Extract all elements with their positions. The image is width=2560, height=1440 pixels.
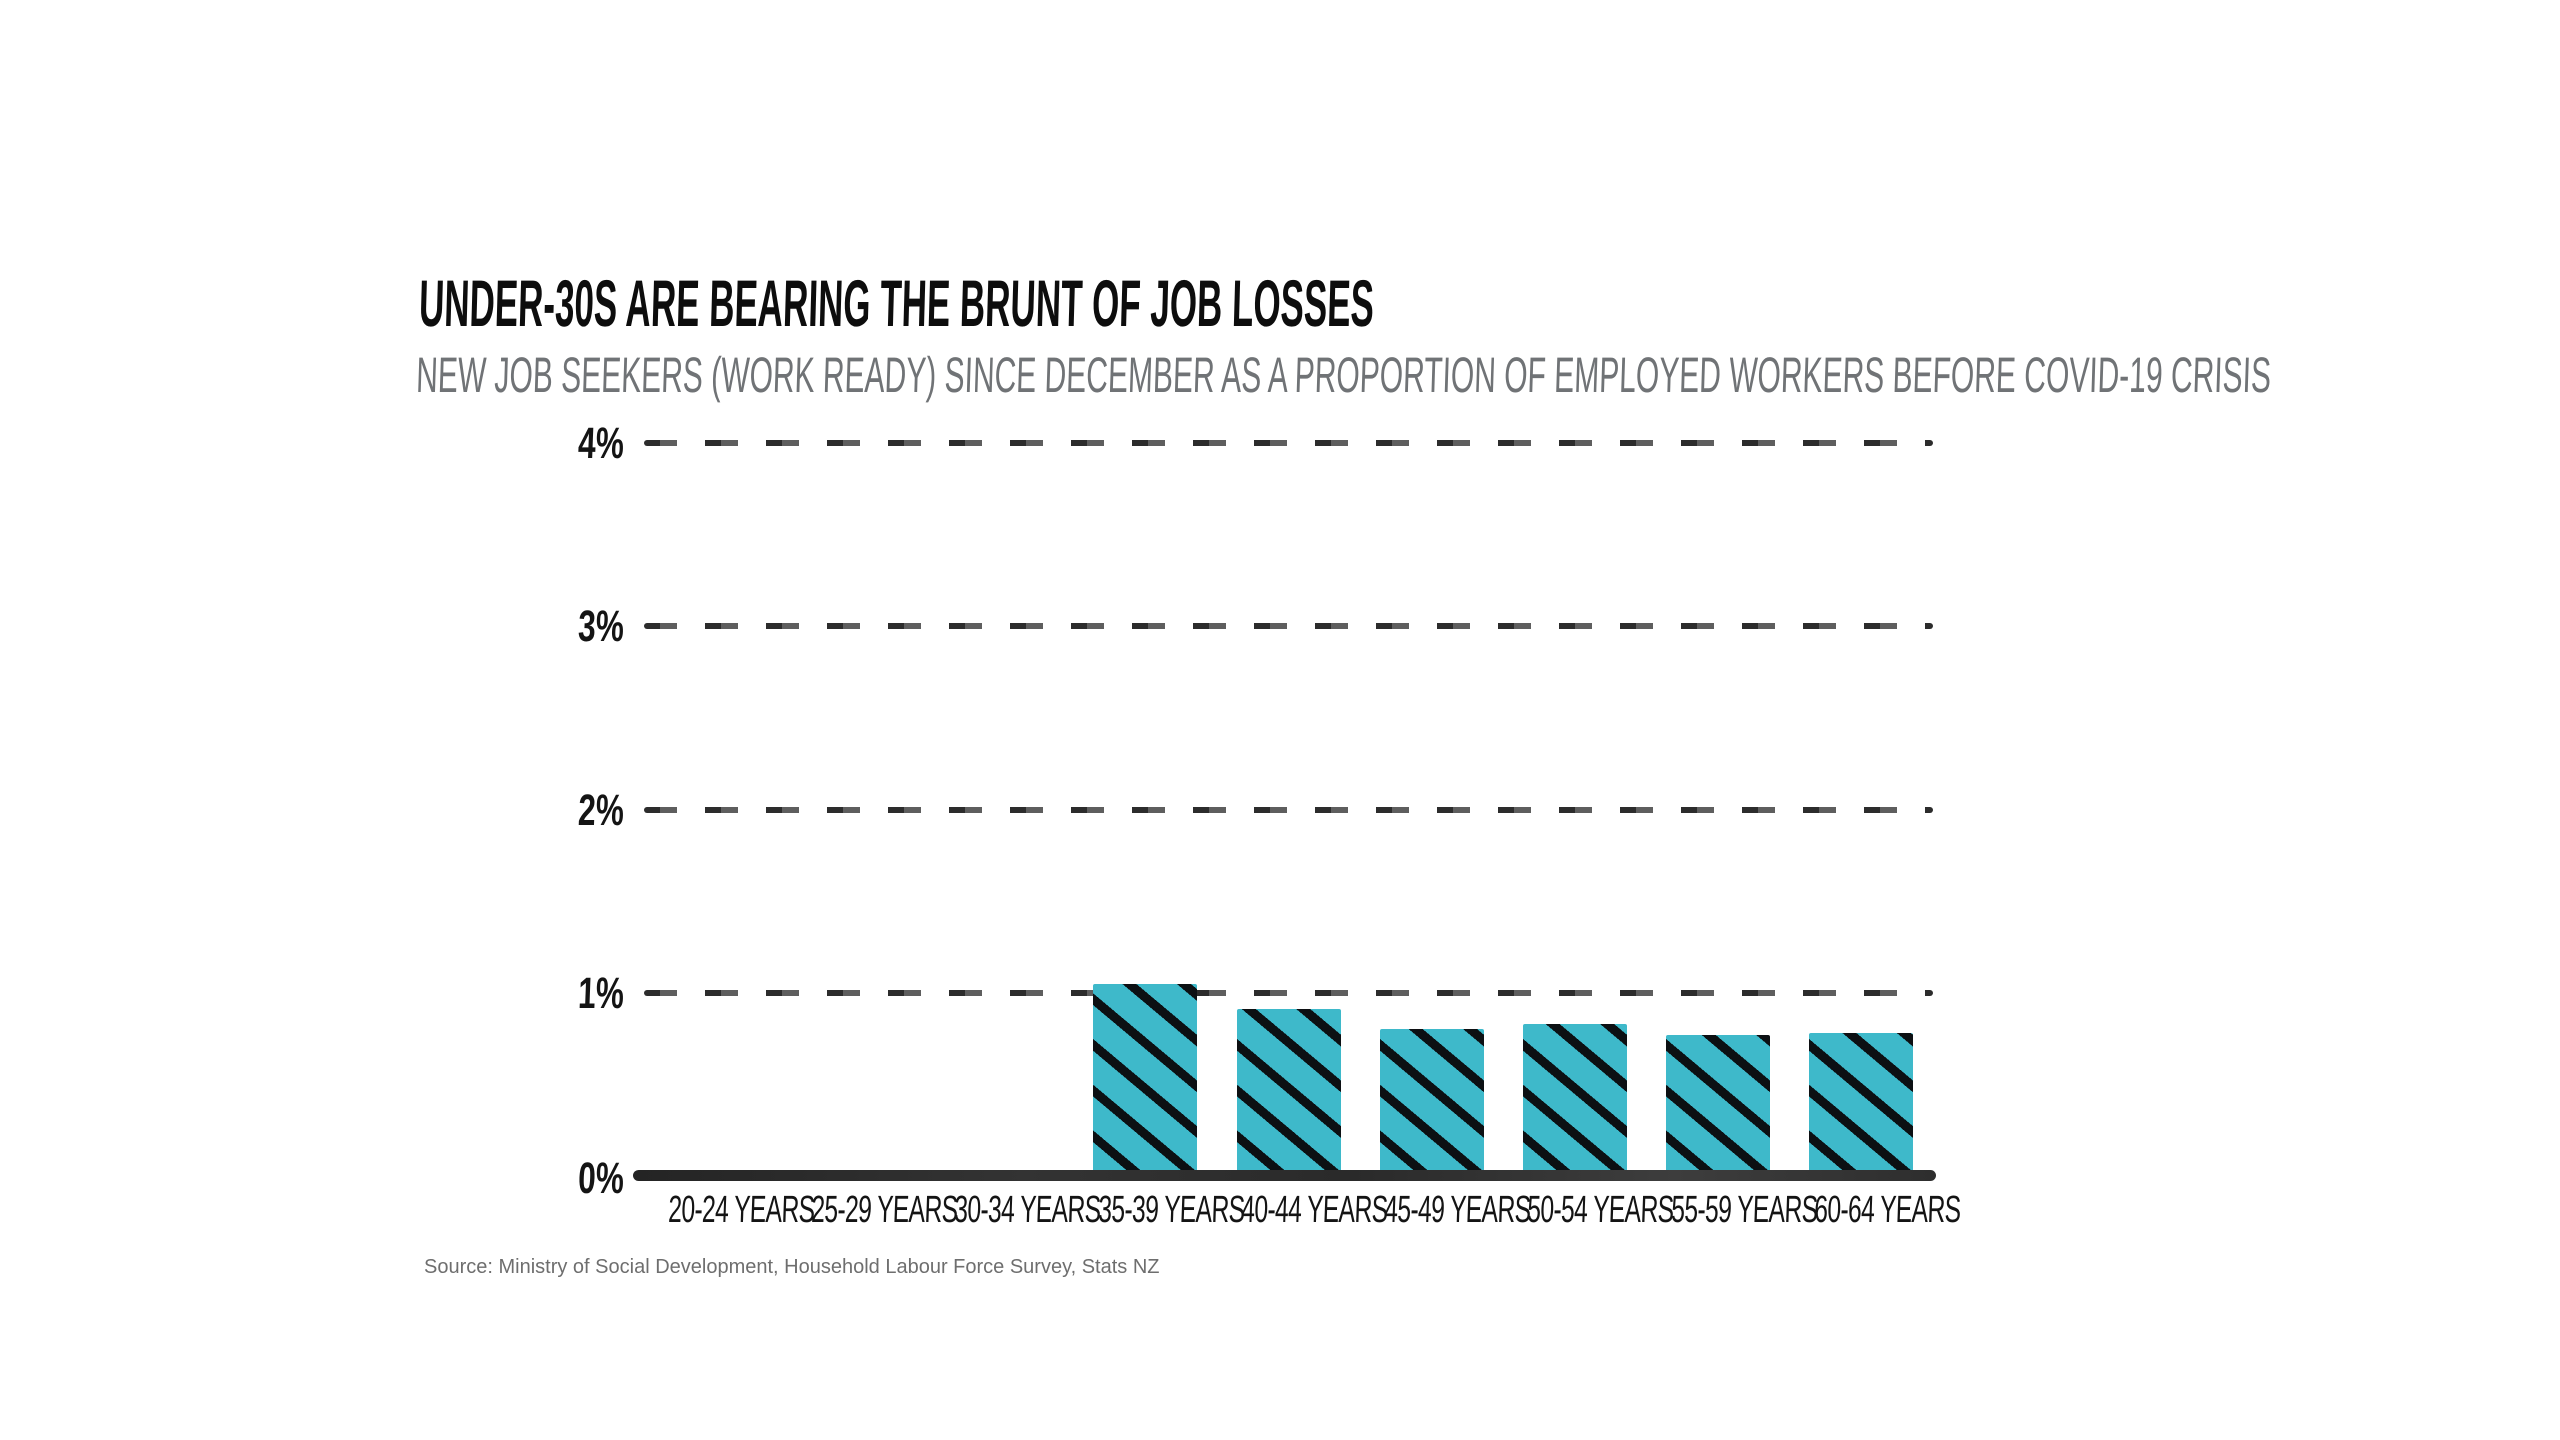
x-tick-label-45-49-years: 45-49 YEARS bbox=[1383, 1189, 1532, 1231]
bar-45-49-years bbox=[1379, 1029, 1484, 1176]
x-tick-label-55-59-years: 55-59 YEARS bbox=[1670, 1189, 1818, 1231]
gridline-4 bbox=[644, 440, 1933, 446]
bar-50-54-years bbox=[1522, 1023, 1627, 1176]
gridline-2 bbox=[644, 806, 1933, 813]
y-tick-label-1: 1% bbox=[577, 968, 625, 1018]
y-tick-label-2: 2% bbox=[577, 785, 625, 835]
bar-35-39-years bbox=[1093, 983, 1198, 1176]
x-tick-label-30-34-years: 30-34 YEARS bbox=[954, 1189, 1102, 1231]
source-note: Source: Ministry of Social Development, … bbox=[424, 1256, 1160, 1278]
y-tick-label-0: 0% bbox=[577, 1154, 625, 1203]
bar-60-64-years bbox=[1809, 1033, 1914, 1176]
bar-40-44-years bbox=[1236, 1009, 1341, 1176]
gridline-3 bbox=[644, 623, 1933, 630]
y-tick-label-3: 3% bbox=[577, 602, 625, 652]
x-tick-label-35-39-years: 35-39 YEARS bbox=[1097, 1189, 1245, 1231]
x-tick-label-25-29-years: 25-29 YEARS bbox=[810, 1189, 959, 1231]
x-tick-label-40-44-years: 40-44 YEARS bbox=[1240, 1189, 1389, 1231]
x-tick-label-20-24-years: 20-24 YEARS bbox=[667, 1189, 816, 1231]
bar-55-59-years bbox=[1666, 1034, 1771, 1176]
y-tick-label-4: 4% bbox=[577, 419, 625, 468]
gridline-1 bbox=[644, 989, 1933, 996]
x-tick-label-50-54-years: 50-54 YEARS bbox=[1526, 1189, 1675, 1231]
x-tick-label-60-64-years: 60-64 YEARS bbox=[1813, 1189, 1961, 1231]
x-axis-line bbox=[633, 1170, 1936, 1181]
